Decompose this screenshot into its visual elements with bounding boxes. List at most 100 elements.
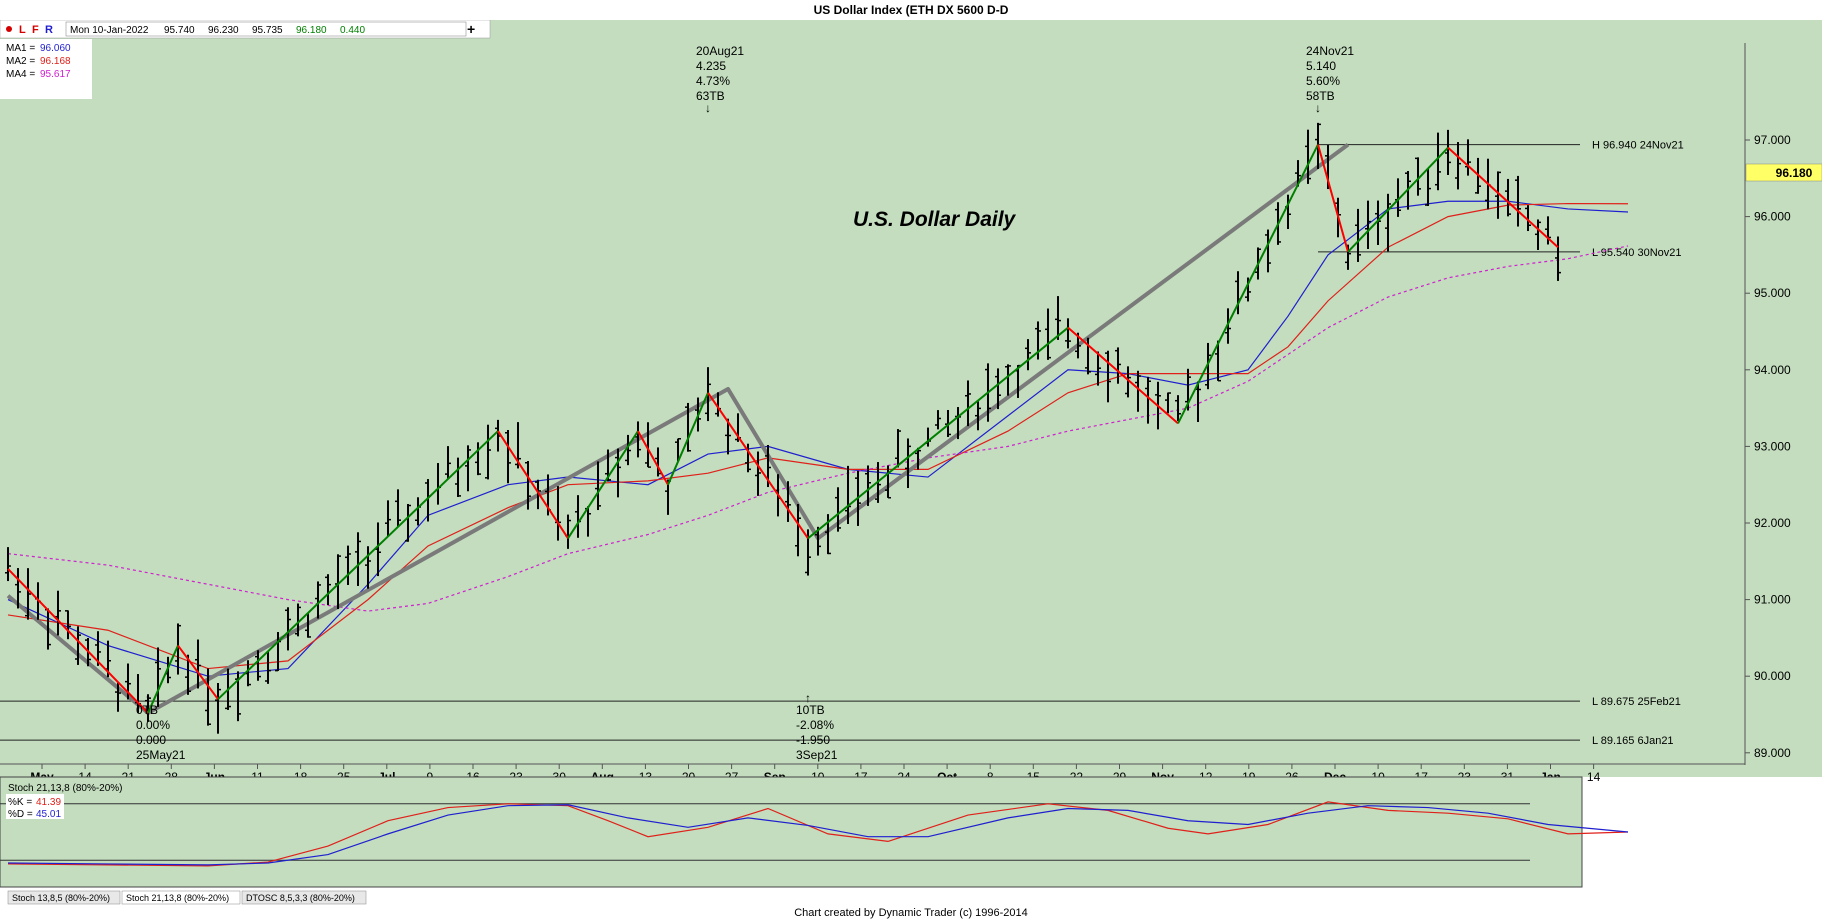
price-tick-label: 89.000 — [1754, 746, 1791, 760]
swing-segment — [7, 568, 149, 714]
add-button[interactable]: + — [467, 21, 475, 37]
price-axis: 97.000 96.000 95.000 94.000 93.000 92.000 91.0… — [1745, 133, 1791, 760]
quote-low: 95.735 — [252, 25, 283, 36]
stochastic-k-value: 41.39 — [36, 797, 61, 808]
annotation-text: 25May21 — [136, 748, 186, 762]
toolbar-button-f[interactable]: F — [32, 24, 39, 36]
price-tick-label: 90.000 — [1754, 669, 1791, 683]
price-tick-label: 96.000 — [1754, 210, 1791, 224]
footer-credit: Chart created by Dynamic Trader (c) 1996… — [794, 907, 1028, 919]
swing-segment — [567, 430, 639, 539]
ma-legend: MA1 = 96.060 MA2 = 96.168 MA4 = 95.617 — [6, 43, 71, 80]
swing-segment — [637, 430, 669, 486]
swing-segment — [1347, 146, 1449, 253]
annotation-arrow: ↑ — [145, 691, 151, 705]
annotation-text: 0.000 — [136, 733, 166, 747]
current-price-label: 96.180 — [1776, 166, 1813, 180]
annotation-text: 24Nov21 — [1306, 44, 1354, 58]
quote-high: 96.230 — [208, 25, 239, 36]
price-tick-label: 92.000 — [1754, 516, 1791, 530]
annotation-text: 58TB — [1306, 89, 1335, 103]
stochastic-d-label: %D = — [8, 809, 33, 820]
quote-close: 96.180 — [296, 25, 327, 36]
stochastic-d-value: 45.01 — [36, 809, 61, 820]
annotation-text: 4.73% — [696, 74, 730, 88]
swing-segment — [667, 392, 709, 486]
main-chart-background — [0, 20, 1822, 777]
stochastic-k-label: %K = — [8, 797, 32, 808]
annotation-text: 3Sep21 — [796, 748, 838, 762]
level-label: H 96.940 24Nov21 — [1592, 140, 1684, 152]
date-tick-label: 14 — [1587, 770, 1601, 784]
price-tick-label: 94.000 — [1754, 363, 1791, 377]
current-price-box — [1745, 163, 1822, 182]
toolbar-button-l[interactable]: L — [19, 24, 26, 36]
annotation-arrow: ↓ — [705, 101, 711, 115]
major-swing-line — [6, 142, 1350, 715]
chart-canvas[interactable]: L F R Mon 10-Jan-2022 95.740 96.230 95.7… — [0, 20, 1822, 905]
annotation-text: 0TB — [136, 703, 158, 717]
swing-segment — [217, 430, 499, 700]
major-swings — [6, 142, 1350, 715]
tab-stoch-13-8-5[interactable]: Stoch 13,8,5 (80%-20%) — [7, 890, 121, 905]
ma-legend-label: MA1 = — [6, 43, 35, 54]
stochastic-k-line — [7, 801, 1629, 867]
swing-segment — [1317, 144, 1349, 253]
swing-segment — [497, 430, 569, 539]
tab-dtosc[interactable]: DTOSC 8,5,3,3 (80%-20%) — [241, 890, 367, 905]
swing-segment — [177, 644, 219, 700]
annotation-text: 10TB — [796, 703, 825, 717]
quote-box — [65, 21, 467, 37]
ma4-line — [7, 245, 1629, 612]
price-tick-label: 91.000 — [1754, 593, 1791, 607]
tab-label: Stoch 13,8,5 (80%-20%) — [12, 893, 110, 903]
annotation-text: 63TB — [696, 89, 725, 103]
quote-change: 0.440 — [340, 25, 365, 36]
annotation-text: 5.140 — [1306, 59, 1336, 73]
level-label: L 89.675 25Feb21 — [1592, 696, 1681, 708]
tab-label: Stoch 21,13,8 (80%-20%) — [126, 893, 229, 903]
level-lines: H 96.940 24Nov21 L 95.540 30Nov21 L 89.675… — [0, 140, 1684, 747]
ma-legend-value: 96.168 — [40, 56, 71, 67]
ma-legend-value: 95.617 — [40, 69, 71, 80]
price-tick-label: 97.000 — [1754, 133, 1791, 147]
swing-segment — [1177, 144, 1319, 424]
stochastic-lines — [0, 801, 1629, 867]
tab-strip — [0, 890, 1822, 905]
stochastic-panel — [0, 776, 1583, 888]
window-title: US Dollar Index (ETH DX 5600 D-D — [0, 0, 1822, 20]
swing-segment — [807, 326, 1069, 540]
annotation-text: 20Aug21 — [696, 44, 744, 58]
quote-date: Mon 10-Jan-2022 — [70, 25, 149, 36]
chart-title: U.S. Dollar Daily — [853, 208, 1017, 231]
level-label: L 89.165 6Jan21 — [1592, 735, 1674, 747]
swing-segment — [1447, 146, 1559, 248]
ma-legend-label: MA2 = — [6, 56, 35, 67]
tab-stoch-21-13-8[interactable]: Stoch 21,13,8 (80%-20%) — [121, 890, 241, 905]
stochastic-legend-box — [6, 794, 64, 819]
swing-lines — [7, 144, 1559, 714]
annotations: 20Aug214.2354.73%63TB↓24Nov215.1405.60%5… — [136, 44, 1354, 762]
annotation-text: 5.60% — [1306, 74, 1340, 88]
quote-open: 95.740 — [164, 25, 195, 36]
annotation-text: -1.950 — [796, 733, 830, 747]
level-label: L 95.540 30Nov21 — [1592, 247, 1682, 259]
swing-segment — [707, 392, 809, 539]
annotation-arrow: ↑ — [805, 691, 811, 705]
ma-legend-box — [0, 39, 92, 99]
annotation-text: 0.00% — [136, 718, 170, 732]
price-tick-label: 93.000 — [1754, 439, 1791, 453]
annotation-arrow: ↓ — [1315, 101, 1321, 115]
swing-segment — [147, 645, 179, 714]
tab-label: DTOSC 8,5,3,3 (80%-20%) — [246, 893, 355, 903]
annotation-text: -2.08% — [796, 718, 834, 732]
stochastic-d-line — [7, 804, 1629, 866]
ma-legend-value: 96.060 — [40, 43, 71, 54]
swing-segment — [1067, 326, 1179, 425]
price-tick-label: 95.000 — [1754, 286, 1791, 300]
toolbar-button-r[interactable]: R — [45, 24, 53, 36]
record-icon[interactable] — [6, 26, 12, 32]
annotation-text: 4.235 — [696, 59, 726, 73]
stochastic-title: Stoch 21,13,8 (80%-20%) — [8, 783, 123, 794]
ma-legend-label: MA4 = — [6, 69, 35, 80]
